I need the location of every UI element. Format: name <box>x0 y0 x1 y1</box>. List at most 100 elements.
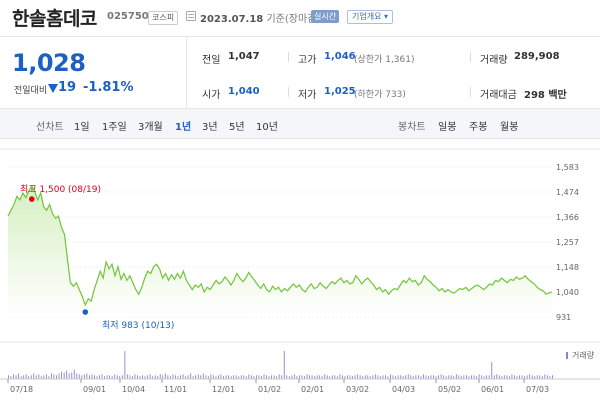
volume-bar <box>202 373 204 379</box>
volume-bar <box>440 374 442 379</box>
open-label: 시가 <box>202 90 221 101</box>
period-1w[interactable]: 1주일 <box>102 122 127 133</box>
x-tick-label: 12/01 <box>212 385 235 394</box>
period-3m[interactable]: 3개월 <box>138 122 163 133</box>
volume-bar <box>20 376 22 379</box>
y-tick-label: 931 <box>556 313 571 322</box>
line-chart-label: 선차트 <box>36 122 64 133</box>
volume-bar <box>324 374 326 379</box>
candle-weekly[interactable]: 주봉 <box>469 122 488 133</box>
volume-bar <box>536 375 538 379</box>
realtime-button[interactable]: 실시간 <box>311 10 340 23</box>
volume-bar <box>261 376 262 379</box>
volume-bar <box>488 375 490 379</box>
volume-bar <box>86 373 88 379</box>
volume-bar <box>501 376 503 379</box>
y-tick-label: 1,366 <box>556 213 579 222</box>
volume-bar <box>286 375 288 379</box>
volume-bar <box>223 376 224 379</box>
volume-bar <box>240 375 242 379</box>
volume-bar <box>175 375 176 379</box>
stock-code: 025750 <box>107 11 149 22</box>
period-1y[interactable]: 1년 <box>175 122 192 133</box>
volume-bar <box>372 375 374 379</box>
volume-bar <box>83 374 85 379</box>
volume-bar <box>438 375 439 379</box>
volume-bar <box>40 376 42 379</box>
volume-bar <box>460 376 462 379</box>
volume-bar <box>534 376 536 379</box>
period-10y[interactable]: 10년 <box>256 122 278 133</box>
volume-bar <box>233 375 235 379</box>
volume-bar <box>390 374 391 379</box>
period-bar: 선차트 1일 1주일 3개월 1년 3년 5년 10년 봉차트 일봉 주봉 월봉 <box>0 109 600 139</box>
volume-bar <box>180 375 181 379</box>
volume-bar <box>357 374 359 379</box>
volume-bar <box>81 375 83 379</box>
volume-bar <box>230 376 232 379</box>
volume-bar <box>248 374 250 379</box>
volume-bar <box>415 375 417 379</box>
volume-bar <box>395 376 396 379</box>
volume-bar <box>448 375 450 379</box>
volume-bar <box>377 375 379 379</box>
volume-bar <box>412 376 414 379</box>
period-5y[interactable]: 5년 <box>229 122 245 133</box>
current-price: 1,028 <box>12 49 86 77</box>
y-tick-label: 1,040 <box>556 288 579 297</box>
volume-bar <box>13 374 14 379</box>
volume-bar <box>519 375 520 379</box>
volume-bar <box>417 375 419 379</box>
volume-bar <box>61 371 62 379</box>
stock-name: 한솔홈데코 <box>12 8 97 30</box>
volume-bar <box>544 374 546 379</box>
volume-bar <box>33 373 35 379</box>
volume-bar <box>256 375 257 379</box>
volume-bar <box>263 374 265 379</box>
candle-monthly[interactable]: 월봉 <box>500 122 519 133</box>
x-tick-label: 11/01 <box>164 385 187 394</box>
volume-bar <box>521 375 523 379</box>
period-1d[interactable]: 1일 <box>74 122 90 133</box>
upper-limit: (상한가 1,361) <box>354 55 415 65</box>
volume-bar <box>354 375 356 379</box>
volume-bar <box>435 376 437 379</box>
volume-bar <box>119 376 121 379</box>
volume-bar <box>111 376 113 379</box>
y-tick-label: 1,583 <box>556 163 579 172</box>
volume-bar <box>215 376 217 379</box>
volume-bar <box>238 376 240 379</box>
candle-chart-label: 봉차트 <box>398 122 426 133</box>
volume-bar <box>25 374 27 379</box>
volume-bar <box>549 376 551 379</box>
volume-bar <box>278 374 280 379</box>
volume-bar <box>443 375 445 379</box>
volume-bar <box>496 374 498 379</box>
volume-bar <box>352 376 353 379</box>
volume-bar <box>157 376 159 379</box>
calendar-icon <box>186 11 196 21</box>
volume-bar <box>258 375 260 379</box>
x-tick-label: 02/01 <box>301 385 324 394</box>
volume-bar <box>30 375 32 379</box>
candle-daily[interactable]: 일봉 <box>438 122 457 133</box>
volume-bar <box>347 375 348 379</box>
volume-bar <box>367 375 369 379</box>
volume-bar <box>51 373 52 379</box>
high-value: 1,046 <box>324 51 356 62</box>
volume-bar <box>362 376 364 379</box>
volume-bar <box>68 373 70 379</box>
volume-bar <box>182 374 184 379</box>
volume-bar <box>407 374 409 379</box>
volume-bar <box>369 376 371 379</box>
period-3y[interactable]: 3년 <box>202 122 218 133</box>
divider <box>288 87 289 97</box>
x-tick-label: 09/01 <box>83 385 106 394</box>
volume-bar <box>491 362 493 379</box>
volume-bar <box>514 375 515 379</box>
volume-bar <box>152 376 154 379</box>
volume-legend-icon <box>566 352 568 359</box>
x-tick-label: 07/18 <box>10 385 33 394</box>
company-overview-dropdown[interactable]: 기업개요 ▾ <box>347 10 393 24</box>
volume-bar <box>471 375 472 379</box>
